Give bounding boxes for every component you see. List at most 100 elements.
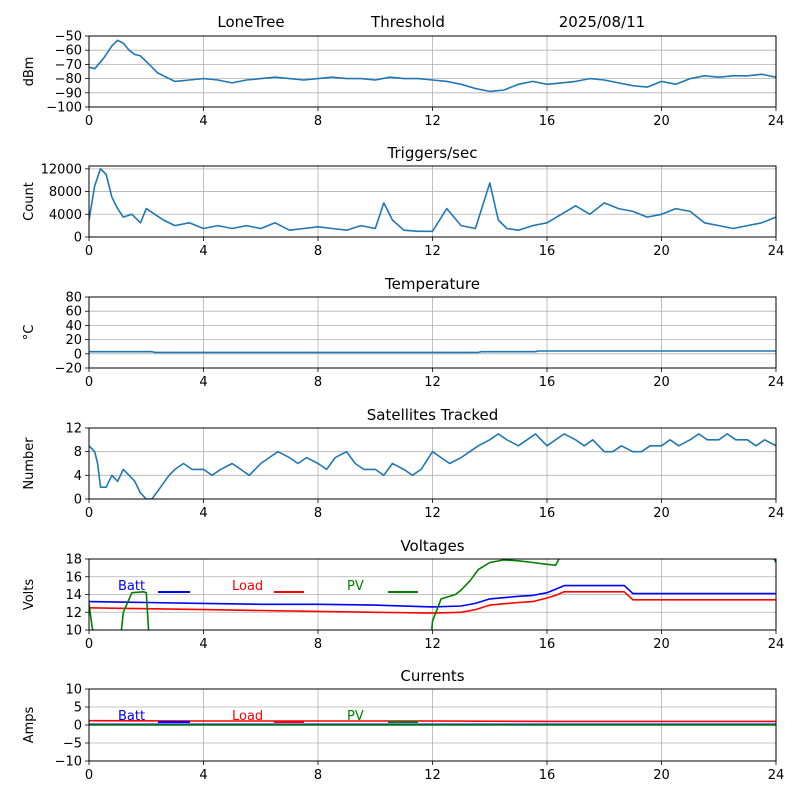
y-tick-label: 4000	[49, 208, 82, 223]
x-tick-label: 4	[199, 114, 207, 129]
panel-rssi: 0 4 8 12 16 20 24 −50−60−70−80−90−100 dBm	[22, 30, 784, 130]
series-line-triggers	[89, 168, 776, 233]
x-tick-label: 24	[768, 375, 785, 390]
y-tick-label: 0	[74, 493, 82, 508]
x-tick-label: 24	[768, 244, 785, 259]
x-tick-label: 4	[199, 637, 207, 652]
y-tick-label: 12000	[41, 162, 82, 177]
series-line-batt	[89, 584, 776, 608]
series-line-satellites	[89, 433, 776, 499]
y-axis-label: Count	[22, 182, 37, 221]
chart-title: Temperature	[384, 275, 480, 293]
x-tick-label: 4	[199, 506, 207, 521]
y-tick-label: 12	[65, 606, 82, 621]
x-tick-label: 12	[424, 244, 441, 259]
axes-frame	[88, 688, 777, 762]
x-tick-label: 4	[199, 244, 207, 259]
y-tick-label: 40	[65, 319, 82, 334]
x-tick-label: 8	[314, 375, 322, 390]
x-tick-label: 20	[653, 114, 670, 129]
y-axis-label: dBm	[22, 57, 37, 87]
x-tick-label: 12	[424, 114, 441, 129]
y-tick-label: 14	[65, 588, 82, 603]
chart-title: Voltages	[400, 537, 464, 555]
x-tick-label: 12	[424, 768, 441, 783]
y-axis-label: Number	[22, 437, 37, 490]
y-tick-label: 10	[65, 624, 82, 639]
y-tick-label: −100	[46, 101, 82, 116]
axes-frame	[88, 296, 777, 369]
x-tick-label: 8	[314, 506, 322, 521]
y-tick-label: 8000	[49, 185, 82, 200]
y-tick-label: −80	[55, 72, 82, 87]
y-axis-label: Amps	[22, 706, 37, 743]
y-axis-label: Volts	[22, 579, 37, 611]
x-tick-label: 24	[768, 114, 785, 129]
y-tick-label: 12	[65, 422, 82, 437]
panel-currents: 0 4 8 12 16 20 24 −10 −5 0 5 10 Currents Amps Batt Load…	[22, 667, 784, 783]
x-tick-label: 16	[539, 768, 556, 783]
y-tick-label: 4	[74, 469, 82, 484]
x-tick-label: 8	[314, 768, 322, 783]
x-tick-label: 4	[199, 768, 207, 783]
axes-frame	[88, 558, 777, 631]
legend-label-pv: PV	[347, 579, 364, 594]
x-tick-label: 20	[653, 768, 670, 783]
legend-label-load: Load	[232, 579, 263, 594]
series-line-load	[89, 719, 776, 723]
x-tick-label: 16	[539, 637, 556, 652]
x-tick-label: 24	[768, 637, 785, 652]
y-tick-label: −10	[55, 755, 82, 770]
y-tick-label: 16	[65, 570, 82, 585]
chart-title: Satellites Tracked	[367, 406, 498, 424]
y-tick-label: 10	[65, 683, 82, 698]
y-tick-label: −70	[55, 58, 82, 73]
x-tick-label: 16	[539, 506, 556, 521]
x-tick-label: 16	[539, 114, 556, 129]
chart-title: Currents	[400, 667, 464, 685]
legend-label-load: Load	[232, 709, 263, 724]
x-tick-label: 0	[85, 244, 93, 259]
y-tick-label: −20	[55, 362, 82, 377]
x-tick-label: 0	[85, 114, 93, 129]
panel-triggers: 0 4 8 12 16 20 24 0 4000 8000 12000 Triggers/sec Cou…	[22, 144, 784, 259]
x-tick-label: 20	[653, 375, 670, 390]
legend-label-pv: PV	[347, 709, 364, 724]
x-tick-label: 8	[314, 244, 322, 259]
x-tick-label: 16	[539, 244, 556, 259]
y-tick-label: −50	[55, 30, 82, 45]
series-line-rssi	[89, 39, 776, 93]
legend-label-batt: Batt	[118, 579, 145, 594]
x-tick-label: 20	[653, 244, 670, 259]
y-axis-label: °C	[22, 325, 37, 341]
x-tick-label: 4	[199, 375, 207, 390]
x-tick-label: 24	[768, 506, 785, 521]
chart-title: Triggers/sec	[387, 144, 478, 162]
y-tick-label: 20	[65, 333, 82, 348]
x-tick-label: 12	[424, 375, 441, 390]
axes-frame	[88, 35, 777, 108]
series-line-temperature	[89, 350, 776, 354]
panel-satellites: 0 4 8 12 16 20 24 0 4 8 12 Satellites Tracked Number	[22, 406, 784, 521]
y-tick-label: 80	[65, 291, 82, 306]
x-tick-label: 0	[85, 637, 93, 652]
y-tick-label: 0	[74, 719, 82, 734]
y-tick-label: 18	[65, 553, 82, 568]
y-tick-label: −60	[55, 44, 82, 59]
axes-frame	[88, 427, 777, 500]
y-tick-label: −90	[55, 86, 82, 101]
station-name: LoneTree	[217, 13, 284, 31]
y-tick-label: 0	[74, 231, 82, 246]
x-tick-label: 24	[768, 768, 785, 783]
axes-frame	[88, 165, 777, 238]
x-tick-label: 0	[85, 768, 93, 783]
x-tick-label: 20	[653, 506, 670, 521]
y-tick-label: 8	[74, 445, 82, 460]
panel-voltages: 0 4 8 12 16 20 24 10 12 14 16 18 Voltages Volts Batt Lo…	[22, 537, 784, 652]
legend-label-batt: Batt	[118, 709, 145, 724]
x-tick-label: 0	[85, 375, 93, 390]
date-label: 2025/08/11	[559, 13, 645, 31]
x-tick-label: 16	[539, 375, 556, 390]
